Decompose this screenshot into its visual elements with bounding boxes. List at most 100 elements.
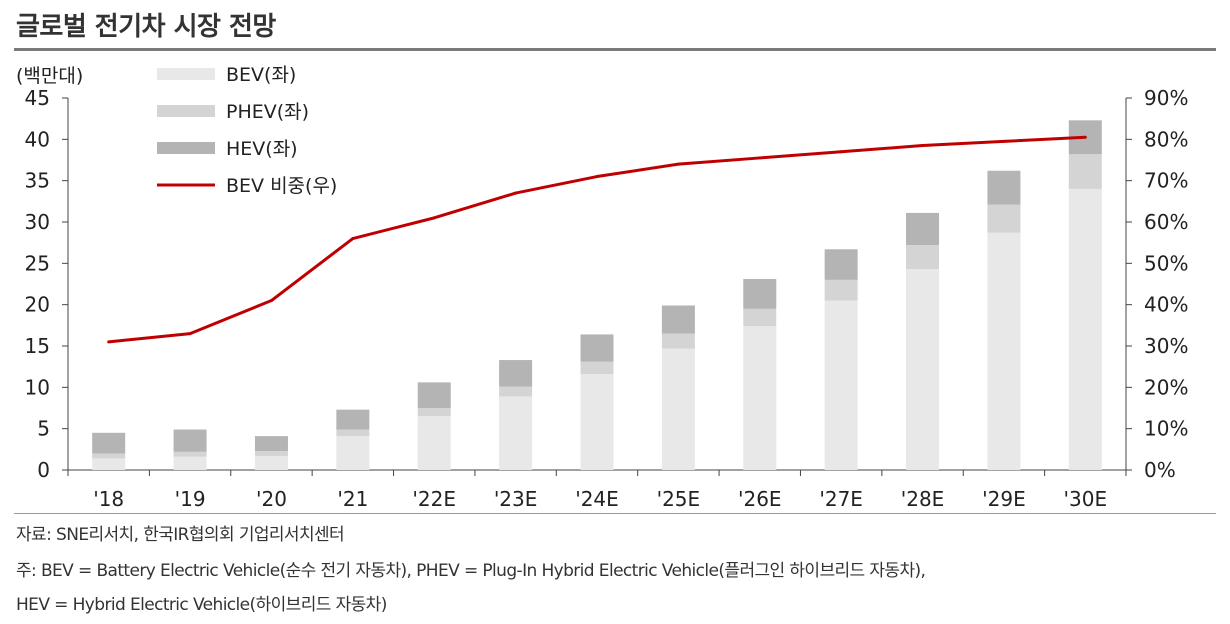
phev-bar bbox=[254, 450, 288, 456]
right-axis-tick-label: 80% bbox=[1144, 127, 1188, 151]
phev-bar bbox=[336, 429, 370, 437]
left-axis-tick-label: 0 bbox=[37, 458, 50, 482]
x-axis-tick-label: '23E bbox=[494, 487, 538, 511]
chart-legend: BEV(좌) PHEV(좌) HEV(좌) BEV 비중(우) bbox=[157, 64, 337, 197]
x-axis-tick-label: '24E bbox=[575, 487, 619, 511]
hev-bar bbox=[254, 436, 288, 451]
x-axis-tick-label: '30E bbox=[1064, 487, 1108, 511]
legend-bev-label: BEV(좌) bbox=[226, 64, 296, 86]
hev-bar bbox=[336, 409, 370, 430]
right-axis-tick-label: 70% bbox=[1144, 169, 1188, 193]
bev-bar bbox=[173, 456, 207, 470]
left-axis-tick-label: 45 bbox=[25, 86, 50, 110]
bev-bar bbox=[1068, 188, 1102, 470]
right-axis-tick-label: 30% bbox=[1144, 334, 1188, 358]
footnote-line-2: HEV = Hybrid Electric Vehicle(하이브리드 자동차) bbox=[16, 595, 387, 615]
bev-bar bbox=[417, 416, 451, 470]
bev-bar bbox=[824, 300, 858, 470]
bev-share-point bbox=[839, 150, 843, 154]
x-axis-tick-label: '20 bbox=[256, 487, 287, 511]
phev-bar bbox=[743, 308, 777, 327]
legend-phev-swatch bbox=[157, 105, 215, 117]
right-axis-tick-label: 20% bbox=[1144, 375, 1188, 399]
x-axis-tick-label: '29E bbox=[982, 487, 1026, 511]
bar-series bbox=[92, 120, 1102, 470]
bev-share-point bbox=[351, 237, 355, 241]
bev-bar bbox=[743, 326, 777, 470]
bev-share-point bbox=[107, 340, 111, 344]
bev-share-point bbox=[921, 144, 925, 148]
bev-bar bbox=[499, 396, 533, 470]
bev-share-point bbox=[1002, 139, 1006, 143]
bev-bar bbox=[987, 232, 1021, 470]
phev-bar bbox=[499, 386, 533, 397]
title-divider bbox=[14, 48, 1216, 51]
bev-bar bbox=[580, 374, 614, 470]
legend-bev-share-label: BEV 비중(우) bbox=[226, 175, 337, 197]
hev-bar bbox=[987, 170, 1021, 205]
phev-bar bbox=[417, 408, 451, 417]
hev-bar bbox=[580, 334, 614, 362]
phev-bar bbox=[1068, 154, 1102, 189]
left-axis-tick-label: 30 bbox=[25, 210, 50, 234]
hev-bar bbox=[906, 212, 940, 246]
chart-axes: 0 5 10 15 20 25 30 35 40 45 0% 10% 20% 30% 40% 50% 60% 70… bbox=[25, 86, 1189, 511]
x-axis-tick-label: '27E bbox=[819, 487, 863, 511]
phev-bar bbox=[661, 333, 695, 349]
left-axis-tick-label: 5 bbox=[37, 417, 50, 441]
right-axis-tick-label: 90% bbox=[1144, 86, 1188, 110]
hev-bar bbox=[661, 305, 695, 334]
legend-phev-label: PHEV(좌) bbox=[226, 101, 309, 123]
right-axis-tick-label: 10% bbox=[1144, 417, 1188, 441]
bev-share-point bbox=[188, 332, 192, 336]
bev-bar bbox=[92, 458, 126, 470]
left-axis-tick-label: 15 bbox=[25, 334, 50, 358]
x-axis-tick-label: '19 bbox=[175, 487, 206, 511]
phev-bar bbox=[824, 279, 858, 301]
phev-bar bbox=[987, 204, 1021, 233]
x-axis-tick-label: '18 bbox=[93, 487, 124, 511]
phev-bar bbox=[580, 361, 614, 375]
legend-hev-swatch bbox=[157, 142, 215, 154]
bev-share-point bbox=[514, 191, 518, 195]
hev-bar bbox=[824, 249, 858, 280]
left-axis-unit-label: (백만대) bbox=[16, 65, 83, 87]
hev-bar bbox=[92, 432, 126, 454]
left-axis-tick-label: 35 bbox=[25, 169, 50, 193]
bev-share-point bbox=[676, 162, 680, 166]
bev-bar bbox=[906, 269, 940, 470]
phev-bar bbox=[906, 245, 940, 270]
left-axis-tick-label: 10 bbox=[25, 375, 50, 399]
hev-bar bbox=[417, 382, 451, 408]
chart-bottom-divider bbox=[14, 513, 1216, 514]
x-axis-tick-label: '26E bbox=[738, 487, 782, 511]
right-axis-tick-label: 60% bbox=[1144, 210, 1188, 234]
x-axis-tick-label: '21 bbox=[337, 487, 368, 511]
ev-market-chart: (백만대) 0 5 10 15 20 25 30 35 40 45 0% 10% 20% 30% 40% 50… bbox=[16, 64, 1189, 511]
legend-hev-label: HEV(좌) bbox=[226, 138, 298, 160]
hev-bar bbox=[743, 279, 777, 309]
x-axis-tick-label: '28E bbox=[901, 487, 945, 511]
phev-bar bbox=[92, 453, 126, 459]
phev-bar bbox=[173, 451, 207, 457]
bev-share-line-series bbox=[107, 135, 1087, 344]
right-axis-tick-label: 50% bbox=[1144, 251, 1188, 275]
bev-share-point bbox=[432, 216, 436, 220]
left-axis-tick-label: 40 bbox=[25, 127, 50, 151]
bev-bar bbox=[336, 436, 370, 470]
bev-bar bbox=[661, 348, 695, 470]
right-axis-tick-label: 40% bbox=[1144, 293, 1188, 317]
hev-bar bbox=[499, 360, 533, 387]
bev-share-point bbox=[269, 299, 273, 303]
chart-title: 글로벌 전기차 시장 전망 bbox=[16, 12, 276, 42]
right-axis-tick-label: 0% bbox=[1144, 458, 1176, 482]
x-axis-tick-label: '22E bbox=[412, 487, 456, 511]
left-axis-tick-label: 20 bbox=[25, 293, 50, 317]
left-axis-tick-label: 25 bbox=[25, 251, 50, 275]
source-note: 자료: SNE리서치, 한국IR협의회 기업리서치센터 bbox=[16, 525, 345, 545]
bev-share-point bbox=[758, 156, 762, 160]
x-axis-tick-label: '25E bbox=[657, 487, 701, 511]
hev-bar bbox=[173, 429, 207, 452]
bev-share-point bbox=[595, 175, 599, 179]
bev-share-point bbox=[1083, 135, 1087, 139]
